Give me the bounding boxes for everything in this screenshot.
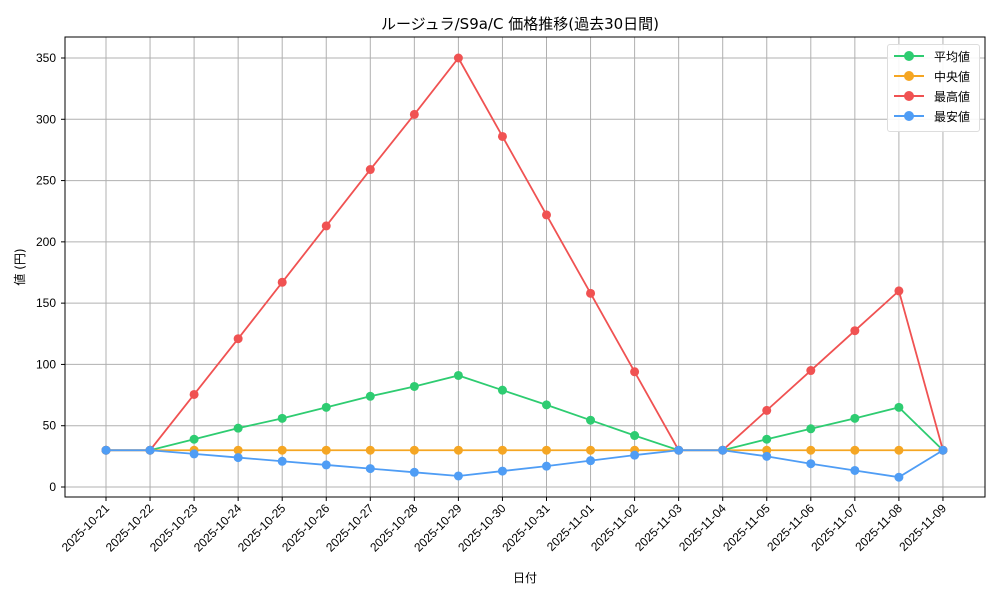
- data-point: [542, 400, 551, 410]
- data-point: [453, 445, 463, 455]
- series-line: [106, 374, 944, 452]
- data-point: [365, 165, 375, 175]
- data-point: [586, 288, 596, 298]
- data-point: [321, 460, 331, 470]
- legend-marker-icon: [894, 110, 924, 122]
- data-point: [453, 53, 463, 63]
- data-point: [806, 459, 816, 469]
- legend-marker-icon: [894, 90, 924, 102]
- data-point: [409, 109, 419, 119]
- data-point: [277, 456, 287, 466]
- series-lines: [101, 53, 948, 482]
- y-tick-label: 350: [36, 51, 56, 65]
- data-point: [586, 456, 596, 466]
- y-axis-label: 値 (円): [12, 248, 27, 285]
- data-point: [497, 466, 507, 476]
- data-point: [453, 471, 463, 481]
- data-point: [938, 445, 948, 455]
- legend-marker-icon: [894, 70, 924, 82]
- data-point: [806, 366, 816, 376]
- data-point: [542, 210, 551, 220]
- legend-label: 最高値: [934, 89, 971, 104]
- y-tick-label: 100: [36, 357, 56, 371]
- y-axis-ticks: 0 50 100 150 200 250 300 350: [36, 51, 65, 494]
- x-tick-label: 2025-11-09: [896, 501, 949, 554]
- data-point: [806, 445, 816, 455]
- data-point: [497, 445, 507, 455]
- legend-marker-icon: [894, 50, 924, 62]
- legend-label: 最安値: [934, 109, 971, 124]
- data-point: [321, 445, 331, 455]
- y-tick-label: 150: [36, 296, 56, 310]
- data-point: [277, 445, 287, 455]
- legend-item-max: 最高値: [894, 86, 970, 106]
- legend-item-min: 最安値: [894, 106, 970, 126]
- data-point: [321, 402, 331, 412]
- plot-frame: [64, 36, 986, 498]
- data-point: [718, 445, 728, 455]
- data-point: [894, 286, 904, 296]
- data-point: [365, 445, 375, 455]
- data-point: [145, 445, 155, 455]
- x-tick-label: 2025-10-31: [499, 501, 553, 555]
- data-point: [850, 326, 860, 336]
- data-point: [233, 423, 243, 433]
- data-point: [894, 472, 904, 482]
- data-point: [189, 434, 199, 444]
- data-point: [542, 461, 551, 471]
- data-point: [321, 221, 331, 231]
- data-point: [806, 424, 816, 434]
- data-point: [586, 445, 596, 455]
- y-tick-label: 300: [36, 112, 56, 126]
- data-point: [674, 445, 684, 455]
- data-point: [894, 402, 904, 412]
- data-point: [453, 370, 463, 380]
- chart-title: ルージュラ/S9a/C 価格推移(過去30日間): [381, 15, 659, 33]
- data-point: [762, 451, 772, 461]
- data-point: [233, 334, 243, 344]
- y-tick-label: 50: [43, 419, 57, 433]
- legend-item-median: 中央値: [894, 66, 970, 86]
- data-point: [365, 391, 375, 401]
- data-point: [894, 445, 904, 455]
- data-point: [630, 450, 640, 460]
- series-line: [106, 449, 944, 479]
- data-point: [409, 445, 419, 455]
- data-point: [762, 434, 772, 444]
- legend-item-average: 平均値: [894, 46, 970, 66]
- y-tick-label: 0: [49, 480, 56, 494]
- x-axis-label: 日付: [513, 571, 537, 585]
- y-tick-label: 250: [36, 174, 56, 188]
- data-point: [850, 445, 860, 455]
- data-point: [101, 445, 111, 455]
- data-point: [189, 449, 199, 459]
- x-axis-ticks: 2025-10-212025-10-222025-10-232025-10-24…: [59, 497, 949, 555]
- data-point: [497, 385, 507, 395]
- legend-label: 中央値: [934, 69, 971, 84]
- data-point: [233, 445, 243, 455]
- grid-lines: [65, 37, 985, 497]
- data-point: [277, 413, 287, 423]
- data-point: [542, 445, 551, 455]
- data-point: [586, 415, 596, 425]
- data-point: [497, 131, 507, 141]
- data-point: [630, 367, 640, 377]
- series-line: [106, 56, 944, 452]
- data-point: [630, 431, 640, 441]
- data-point: [409, 381, 419, 391]
- legend: 平均値 中央値 最高値 最安値: [887, 44, 980, 132]
- data-point: [850, 465, 860, 475]
- data-point: [365, 464, 375, 474]
- data-point: [277, 277, 287, 287]
- data-point: [409, 467, 419, 477]
- legend-label: 平均値: [934, 49, 971, 64]
- data-point: [233, 453, 243, 463]
- data-point: [762, 405, 772, 415]
- data-point: [189, 389, 199, 399]
- y-tick-label: 200: [36, 235, 56, 249]
- data-point: [850, 413, 860, 423]
